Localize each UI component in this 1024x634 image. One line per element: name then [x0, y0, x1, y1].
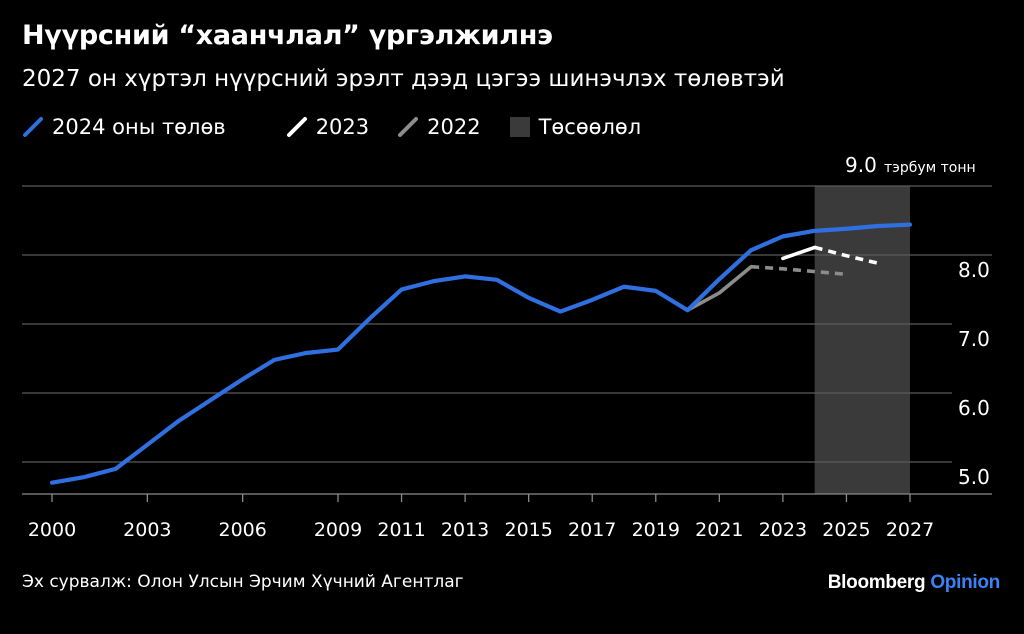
- legend-swatch-forecast2024: [23, 117, 43, 137]
- legend-label-projection: Төсөөлөл: [538, 115, 642, 139]
- x-tick-label-2027: 2027: [886, 519, 934, 541]
- x-tick-label-2023: 2023: [759, 519, 807, 541]
- legend-swatch-2022: [398, 117, 419, 137]
- legend-item-2023: 2023: [286, 115, 369, 139]
- y-tick-label-7.0: 7.0: [958, 327, 990, 351]
- legend-swatch-projection: [509, 117, 530, 137]
- x-tick-label-2006: 2006: [218, 519, 266, 541]
- brand-logo: Bloomberg Opinion: [827, 572, 1001, 594]
- legend-label-2023: 2023: [315, 115, 370, 139]
- legend: 2024 оны төлөв 2023 2022 Төсөөлөл: [22, 112, 669, 142]
- source-note: Эх сурвалж: Олон Улсын Эрчим Хүчний Аген…: [22, 572, 464, 592]
- legend-label-forecast2024: 2024 оны төлөв: [52, 115, 226, 139]
- brand-suffix: Opinion: [930, 572, 1000, 593]
- x-tick-label-2015: 2015: [504, 519, 552, 541]
- legend-swatch-2023: [286, 117, 307, 137]
- x-tick-label-2003: 2003: [123, 519, 171, 541]
- x-tick-label-2019: 2019: [632, 519, 680, 541]
- y-tick-label-8.0: 8.0: [958, 258, 990, 282]
- y-unit-label: тэрбум тонн: [884, 160, 976, 176]
- y-tick-label-5.0: 5.0: [958, 465, 990, 489]
- series-line-y2022-forecast: [750, 264, 847, 277]
- legend-label-2022: 2022: [427, 115, 481, 139]
- chart-subtitle: 2027 он хүртэл нүүрсний эрэлт дээд цэгээ…: [22, 66, 785, 92]
- projection-band: [814, 186, 910, 494]
- series-line-forecast2024: [49, 222, 913, 485]
- legend-item-2022: 2022: [397, 115, 481, 139]
- x-tick-label-2000: 2000: [28, 519, 76, 541]
- x-tick-label-2011: 2011: [377, 519, 425, 541]
- series-line-y2022-actual: [685, 264, 753, 313]
- legend-item-projection: Төсөөлөл: [509, 115, 642, 139]
- y-tick-label-6.0: 6.0: [958, 396, 990, 420]
- series-line-y2023-forecast: [814, 245, 879, 266]
- legend-item-forecast2024: 2024 оны төлөв: [22, 115, 226, 139]
- x-tick-label-2013: 2013: [441, 519, 489, 541]
- x-tick-label-2009: 2009: [314, 519, 362, 541]
- brand-name: Bloomberg: [827, 572, 926, 593]
- y-tick-label-9.0: 9.0: [845, 153, 877, 177]
- chart-title: Нүүрсний “хаанчлал” үргэлжилнэ: [22, 20, 553, 51]
- x-tick-label-2017: 2017: [568, 519, 616, 541]
- series-line-y2023-actual: [781, 245, 817, 261]
- x-tick-label-2025: 2025: [822, 519, 870, 541]
- x-tick-label-2021: 2021: [695, 519, 743, 541]
